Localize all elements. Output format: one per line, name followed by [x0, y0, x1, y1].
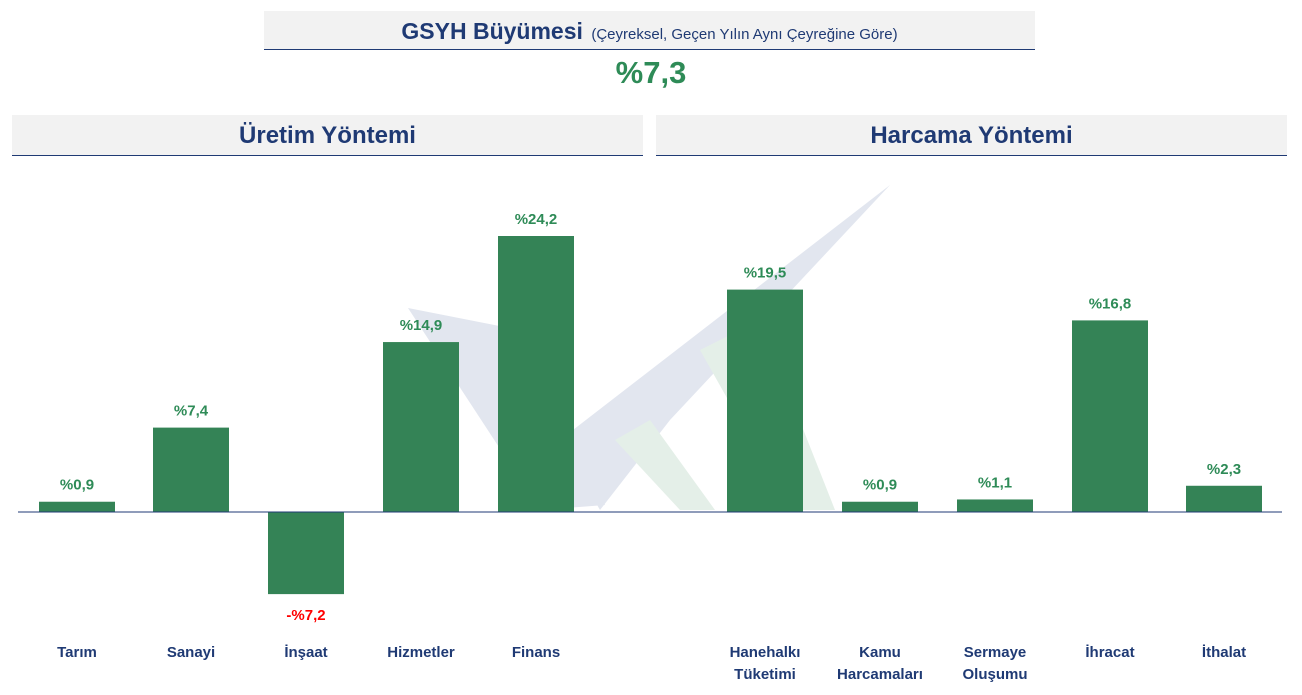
watermark-logo [408, 185, 890, 510]
category-label-1-0-1: Tüketimi [734, 666, 796, 683]
category-label-1-2-0: Sermaye [964, 644, 1027, 661]
bar-1-1 [842, 501, 918, 512]
category-label-0-1-0: Sanayi [167, 644, 215, 661]
data-label-1-1: %0,9 [863, 477, 897, 494]
category-label-0-0-0: Tarım [57, 644, 97, 661]
category-label-0-3-0: Hizmetler [387, 644, 455, 661]
bar-0-2 [268, 512, 344, 595]
bar-1-2 [957, 499, 1033, 512]
category-label-1-4-0: İthalat [1202, 644, 1246, 661]
category-label-1-0-0: Hanehalkı [730, 644, 801, 661]
category-label-0-2-0: İnşaat [284, 644, 327, 661]
chart-title: GSYH Büyümesi [401, 18, 583, 44]
data-label-0-1: %7,4 [174, 403, 209, 420]
bar-0-3 [383, 342, 459, 512]
bar-1-4 [1186, 485, 1262, 512]
category-label-1-1-0: Kamu [859, 644, 901, 661]
title-bar: GSYH Büyümesi (Çeyreksel, Geçen Yılın Ay… [264, 11, 1035, 50]
category-label-1-3-0: İhracat [1085, 644, 1134, 661]
chart-subtitle: (Çeyreksel, Geçen Yılın Aynı Çeyreğine G… [591, 26, 898, 43]
section-header-production: Üretim Yöntemi [12, 115, 643, 156]
data-label-0-3: %14,9 [400, 317, 443, 334]
bar-0-0 [39, 501, 115, 512]
data-label-0-4: %24,2 [515, 211, 558, 228]
data-label-1-3: %16,8 [1089, 295, 1132, 312]
data-label-1-4: %2,3 [1207, 461, 1241, 478]
section-header-expenditure: Harcama Yöntemi [656, 115, 1287, 156]
data-label-0-2: -%7,2 [286, 607, 325, 624]
data-label-1-2: %1,1 [978, 474, 1012, 491]
bar-1-0 [727, 289, 803, 512]
category-label-1-1-1: Harcamaları [837, 666, 923, 683]
bar-0-1 [153, 427, 229, 512]
bar-0-4 [498, 236, 574, 512]
category-label-1-2-1: Oluşumu [962, 666, 1027, 683]
data-label-0-0: %0,9 [60, 477, 94, 494]
category-label-0-4-0: Finans [512, 644, 560, 661]
data-label-1-0: %19,5 [744, 265, 787, 282]
headline-value: %7,3 [615, 55, 687, 90]
bar-1-3 [1072, 320, 1148, 512]
